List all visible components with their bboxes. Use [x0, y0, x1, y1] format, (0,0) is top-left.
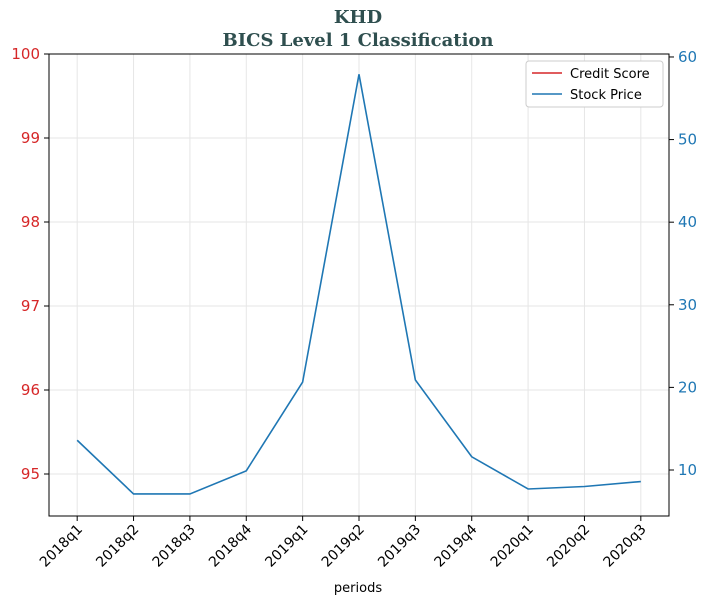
y-tick-label: 97 — [21, 297, 40, 315]
x-tick-label: 2018q3 — [150, 522, 199, 571]
plot-frame — [48, 53, 670, 517]
x-tick-label: 2019q1 — [262, 522, 311, 571]
y2-tick-label: 50 — [678, 131, 697, 149]
y-tick-label: 98 — [21, 213, 40, 231]
series-line — [76, 74, 641, 495]
y2-tick-label: 40 — [678, 213, 697, 231]
x-tick-label: 2020q1 — [488, 522, 537, 571]
x-tick-label: 2020q3 — [601, 522, 650, 571]
x-tick-label: 2019q3 — [375, 522, 424, 571]
x-tick-label: 2018q1 — [37, 522, 86, 571]
x-tick-label: 2019q4 — [431, 521, 480, 570]
y2-tick-label: 60 — [678, 48, 697, 66]
x-tick-label: 2018q2 — [93, 522, 142, 571]
x-axis-label: periods — [334, 581, 382, 596]
x-tick-label: 2020q2 — [544, 522, 593, 571]
y2-tick-label: 10 — [678, 461, 697, 479]
y2-tick-label: 30 — [678, 296, 697, 314]
chart-title: KHD — [334, 7, 382, 28]
legend-label: Stock Price — [570, 88, 642, 103]
y2-tick-label: 20 — [678, 378, 697, 396]
x-tick-label: 2019q2 — [319, 522, 368, 571]
x-tick-label: 2018q4 — [206, 521, 255, 570]
y-tick-label: 96 — [21, 381, 40, 399]
y-tick-label: 95 — [21, 465, 40, 483]
chart-subtitle: BICS Level 1 Classification — [222, 30, 493, 51]
legend-label: Credit Score — [570, 67, 650, 82]
y-tick-label: 100 — [11, 45, 40, 63]
y-tick-label: 99 — [21, 129, 40, 147]
